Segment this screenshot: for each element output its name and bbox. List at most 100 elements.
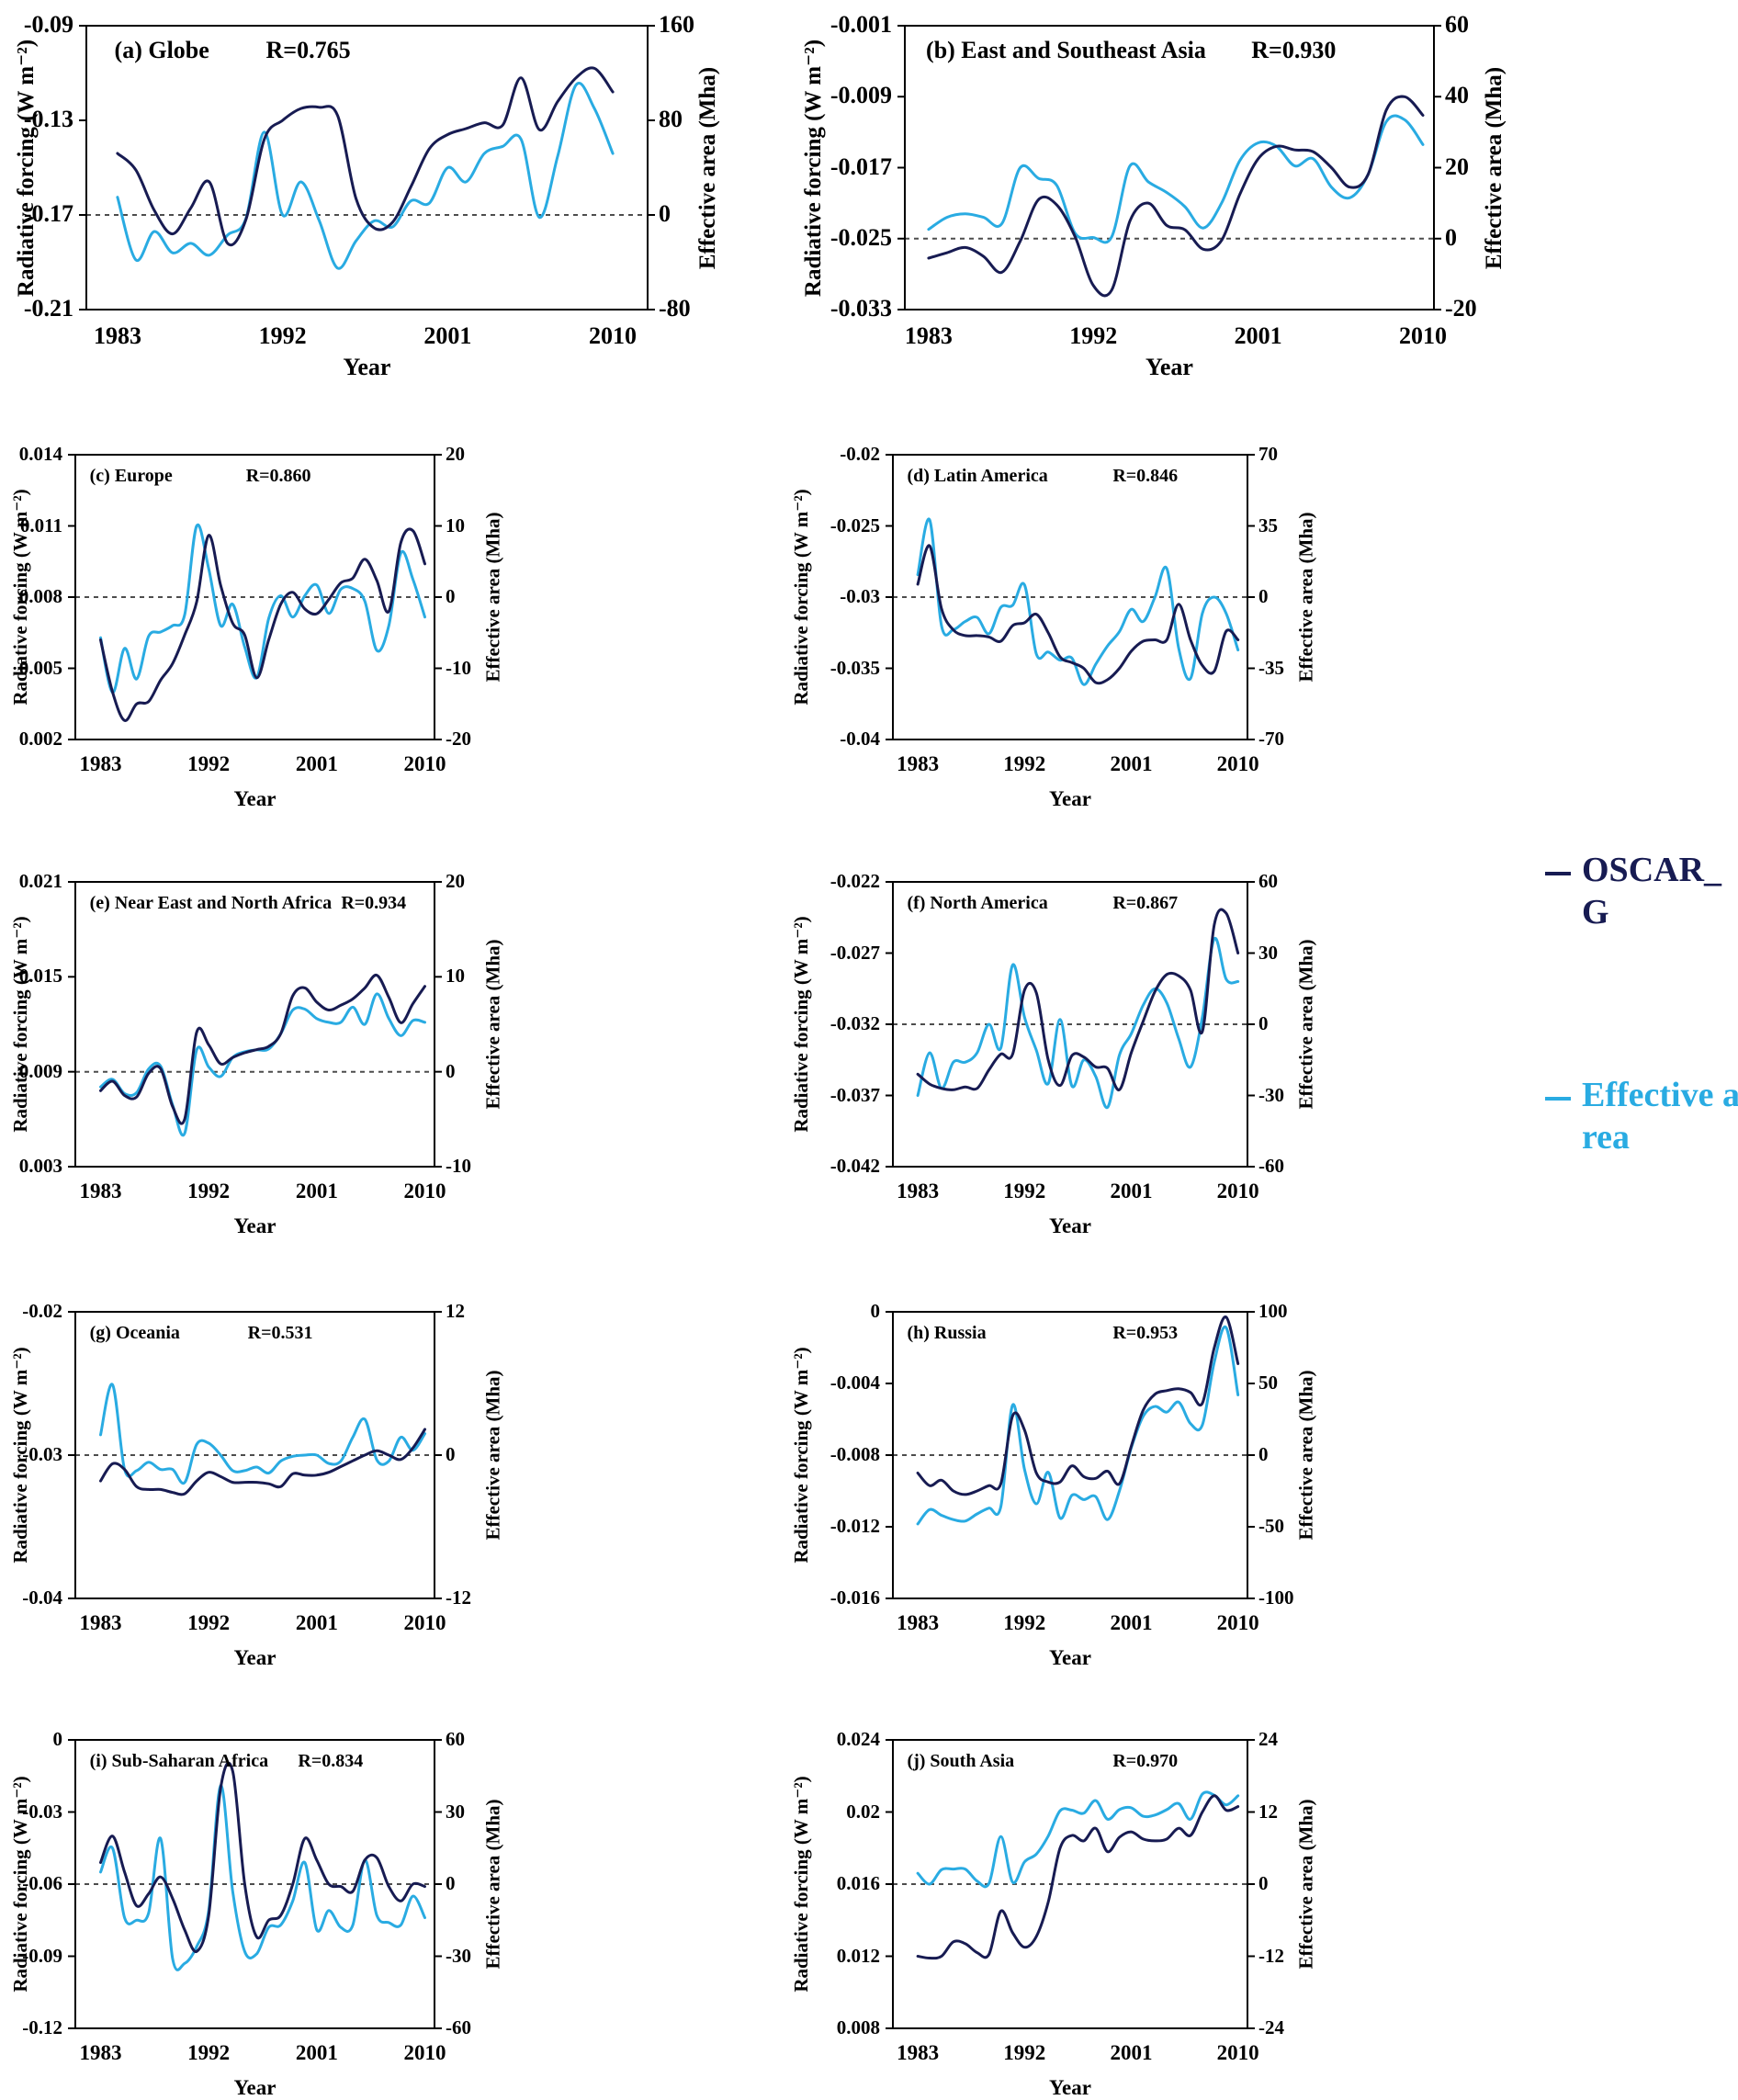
panel-b-left-tick-label--0.001: -0.001	[830, 11, 892, 38]
panel-f-left-tick-label--0.022: -0.022	[830, 870, 880, 892]
panel-g-left-tick-label--0.03: -0.03	[22, 1443, 62, 1465]
panel-i-right-tick-label-60: 60	[446, 1728, 465, 1750]
panel-f-xlabel: Year	[1049, 1214, 1091, 1237]
panel-b-right-tick-label-20: 20	[1445, 152, 1469, 180]
panel-a-effective-area-line	[116, 82, 615, 270]
panel-b-left-tick-label--0.009: -0.009	[830, 82, 892, 109]
oscar-g-line-swatch	[1545, 872, 1571, 875]
panel-j-right-tick-label-24: 24	[1258, 1728, 1278, 1750]
panel-f-x-tick-label-2001: 2001	[1110, 1180, 1153, 1202]
panel-h-left-tick-label--0.004: -0.004	[830, 1372, 880, 1394]
panel-c-left-tick-label-0.008: 0.008	[18, 585, 62, 607]
panel-d-ylabel-right: Effective area (Mha)	[1294, 512, 1317, 683]
panel-a-x-tick-label-2010: 2010	[589, 322, 638, 349]
panel-a-border	[85, 25, 649, 310]
panel-e-right-tick-label--10: -10	[446, 1155, 471, 1177]
panel-c-right-tick-label-10: 10	[446, 514, 465, 536]
panel-b-x-tick-label-1992: 1992	[1069, 322, 1118, 349]
panel-c-ylabel-right: Effective area (Mha)	[481, 512, 504, 683]
panel-c-x-tick-label-2010: 2010	[403, 752, 446, 775]
panel-e-left-tick-label-0.009: 0.009	[18, 1059, 62, 1082]
panel-f-right-tick-label-30: 30	[1258, 941, 1278, 964]
panel-h-left-tick-label-0: 0	[870, 1300, 881, 1322]
panel-e-left-tick-label-0.021: 0.021	[18, 870, 62, 892]
panel-i-left-tick-label-0: 0	[52, 1728, 63, 1750]
panel-g-x-tick-label-2001: 2001	[295, 1611, 338, 1634]
panel-d-title: (d) Latin America	[907, 466, 1048, 486]
panel-b-oscar-g-line	[927, 95, 1425, 298]
panel-h-x-tick-label-2010: 2010	[1216, 1611, 1259, 1634]
panel-e-title: (e) Near East and North Africa	[89, 893, 333, 913]
panel-i-right-tick-label--60: -60	[446, 2016, 471, 2038]
panel-i-left-tick-label--0.09: -0.09	[22, 1944, 62, 1967]
panel-d-x-tick-label-1992: 1992	[1003, 752, 1046, 775]
panel-f-effective-area-line	[916, 937, 1240, 1109]
panel-h-x-tick-label-1992: 1992	[1003, 1611, 1046, 1634]
panel-g-effective-area-line	[99, 1383, 426, 1485]
panel-j-left-tick-label-0.012: 0.012	[836, 1944, 880, 1967]
panel-c-effective-area-line	[99, 523, 426, 694]
panel-i-right-tick-label-30: 30	[446, 1800, 465, 1823]
panel-f-x-tick-label-1992: 1992	[1003, 1180, 1046, 1202]
panel-b-x-tick-label-1983: 1983	[904, 322, 953, 349]
panel-h-r-value: R=0.953	[1112, 1323, 1179, 1343]
legend-entry-oscar-g: OSCAR_G	[1545, 850, 1738, 933]
panel-j-x-tick-label-2010: 2010	[1216, 2041, 1259, 2064]
panel-a	[79, 25, 655, 310]
panel-i-left-tick-label--0.06: -0.06	[22, 1872, 62, 1894]
panel-j-effective-area-line	[916, 1790, 1240, 1889]
panel-g-r-value: R=0.531	[247, 1323, 313, 1343]
effective-area-line-swatch	[1545, 1097, 1571, 1101]
panel-h-title: (h) Russia	[907, 1323, 987, 1343]
panel-j-left-tick-label-0.02: 0.02	[846, 1800, 880, 1823]
panel-b-r-value: R=0.930	[1251, 37, 1337, 63]
panel-d-right-tick-label--70: -70	[1258, 728, 1284, 750]
legend-oscar-g-label: OSCAR_G	[1582, 851, 1722, 931]
panel-i-x-tick-label-2001: 2001	[295, 2041, 338, 2064]
panel-d-left-tick-label--0.02: -0.02	[840, 443, 880, 465]
panel-d-effective-area-line	[916, 517, 1240, 686]
panel-f-x-tick-label-1983: 1983	[897, 1180, 940, 1202]
panel-c-right-tick-label-20: 20	[446, 443, 465, 465]
panel-c-oscar-g-line	[99, 527, 426, 722]
panel-a-left-tick-label--0.09: -0.09	[23, 11, 73, 38]
panel-b-xlabel: Year	[1146, 354, 1193, 380]
panel-e	[68, 881, 442, 1168]
panel-e-x-tick-label-1983: 1983	[79, 1180, 122, 1202]
panel-i-left-tick-label--0.12: -0.12	[22, 2016, 62, 2038]
panel-g-x-tick-label-1992: 1992	[187, 1611, 231, 1634]
panel-j-right-tick-label-12: 12	[1258, 1800, 1278, 1823]
panel-g-oscar-g-line	[99, 1428, 426, 1496]
panel-g-title: (g) Oceania	[89, 1323, 180, 1343]
panel-f	[886, 881, 1255, 1168]
panel-b-border	[904, 25, 1435, 310]
panel-a-r-value: R=0.765	[265, 37, 351, 63]
panel-d-right-tick-label-35: 35	[1258, 514, 1278, 536]
panel-i-effective-area-line	[99, 1784, 426, 1971]
panel-j-x-tick-label-2001: 2001	[1110, 2041, 1153, 2064]
panel-g-right-tick-label--12: -12	[446, 1586, 471, 1609]
panel-c-right-tick-label-0: 0	[446, 585, 456, 607]
panel-f-right-tick-label-0: 0	[1258, 1012, 1269, 1034]
panel-d-left-tick-label--0.025: -0.025	[830, 514, 880, 536]
panel-b-left-tick-label--0.025: -0.025	[830, 223, 892, 251]
panel-a-oscar-g-line	[116, 66, 615, 247]
panel-i-xlabel: Year	[233, 2076, 276, 2099]
panel-i-x-tick-label-2010: 2010	[403, 2041, 446, 2064]
panel-j-xlabel: Year	[1049, 2076, 1091, 2099]
panel-j-right-tick-label--24: -24	[1258, 2016, 1284, 2038]
panel-d-r-value: R=0.846	[1112, 466, 1179, 486]
panel-d-left-tick-label--0.035: -0.035	[830, 656, 880, 679]
panel-h-x-tick-label-1983: 1983	[897, 1611, 940, 1634]
panel-b-effective-area-line	[927, 114, 1425, 244]
panel-b-ylabel-right: Effective area (Mha)	[1482, 66, 1507, 269]
panel-e-r-value: R=0.934	[341, 893, 407, 913]
panel-e-left-tick-label-0.015: 0.015	[18, 965, 62, 988]
panel-i-ylabel-right: Effective area (Mha)	[481, 1799, 504, 1970]
panel-e-x-tick-label-1992: 1992	[187, 1180, 231, 1202]
panel-i-r-value: R=0.834	[298, 1751, 364, 1771]
panel-b-x-tick-label-2001: 2001	[1234, 322, 1282, 349]
panel-b	[897, 25, 1441, 310]
